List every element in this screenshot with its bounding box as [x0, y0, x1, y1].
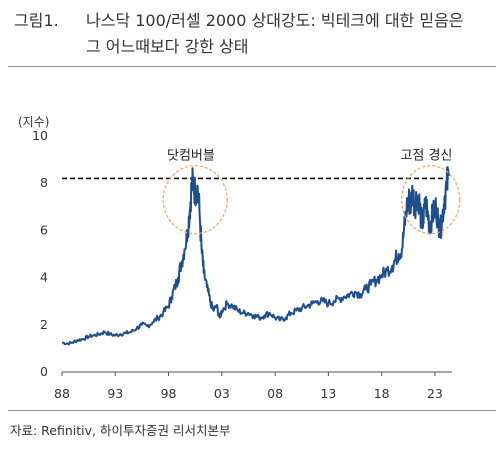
- x-tick-label: 98: [161, 386, 177, 401]
- x-tick-label: 88: [54, 386, 70, 401]
- figure-title-line-1: 나스닥 100/러셀 2000 상대강도: 빅테크에 대한 믿음은: [86, 11, 464, 30]
- y-tick-label: 0: [40, 364, 48, 379]
- y-tick-label: 8: [40, 175, 48, 190]
- annotation-dotcom-bubble: 닷컴버블: [167, 149, 215, 164]
- x-tick-label: 23: [427, 386, 443, 401]
- x-tick-label: 08: [267, 386, 283, 401]
- dotcom-peak-highlight-circle: [162, 165, 228, 235]
- x-tick-label: 18: [374, 386, 390, 401]
- x-axis-ticks: 88 93 98 03 08 13 18 23: [54, 372, 443, 401]
- source-note: 자료: Refinitiv, 하이투자증권 리서치본부: [10, 423, 231, 438]
- source-divider: [8, 410, 496, 411]
- y-tick-label: 10: [32, 128, 48, 143]
- y-tick-label: 2: [40, 317, 48, 332]
- title-divider: [8, 66, 496, 67]
- y-axis-ticks: 0 2 4 6 8 10: [32, 128, 48, 379]
- nasdaq-russell-ratio-line: [61, 166, 450, 346]
- y-tick-label: 4: [40, 270, 48, 285]
- y-axis-label: (지수): [18, 115, 49, 129]
- figure-number: 그림1.: [14, 11, 59, 30]
- x-tick-label: 93: [107, 386, 123, 401]
- figure-title-line-2: 그 어느때보다 강한 상태: [86, 37, 249, 56]
- annotation-new-high: 고점 경신: [400, 149, 452, 164]
- new-high-highlight-circle: [401, 165, 461, 235]
- figure-title: 그림1. 나스닥 100/러셀 2000 상대강도: 빅테크에 대한 믿음은 그 …: [14, 8, 494, 60]
- x-tick-label: 03: [214, 386, 230, 401]
- x-tick-label: 13: [320, 386, 336, 401]
- y-tick-label: 6: [40, 222, 48, 237]
